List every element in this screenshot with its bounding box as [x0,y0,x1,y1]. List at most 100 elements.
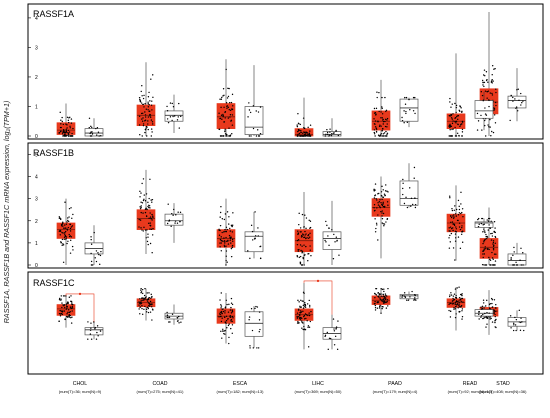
data-point [382,201,384,204]
data-point [65,308,67,310]
data-point [147,103,149,105]
data-point [402,178,404,181]
data-point [488,256,490,259]
data-point [375,130,378,133]
data-point [333,344,336,346]
data-point [145,311,148,313]
data-point [382,119,384,121]
data-point [150,119,153,121]
data-point [297,250,299,252]
data-point [386,117,389,120]
data-point [67,311,69,314]
normal-box-stad [507,309,527,332]
box [399,180,419,206]
data-point [302,117,305,119]
data-point [303,325,305,328]
data-point [174,222,176,224]
data-point [64,233,66,235]
data-point [143,299,145,301]
data-point [61,302,63,304]
data-point [485,326,487,328]
data-point [302,291,305,294]
data-point [491,302,493,305]
data-point [300,264,303,266]
data-point [231,246,233,248]
data-point [169,116,172,118]
data-point [458,226,461,228]
data-point [494,114,496,116]
data-point [305,237,307,240]
data-point [307,326,309,329]
data-point [139,190,141,193]
data-point [140,289,142,291]
data-point [66,301,69,303]
y-tick-label: 0 [35,134,38,140]
data-point [223,237,225,239]
data-point [494,264,496,266]
points [476,91,491,131]
y-tick-label: 0 [35,263,38,269]
data-point [147,311,150,314]
data-point [91,133,94,135]
data-point [255,305,257,308]
y-tick-label: 4 [35,16,38,22]
data-point [477,218,479,221]
data-point [377,214,379,216]
data-point [459,228,462,231]
data-point [231,324,234,326]
data-point [373,188,375,191]
data-point [144,297,146,299]
data-point [455,294,457,297]
data-point [454,102,456,105]
data-point [308,219,310,222]
data-point [224,117,226,119]
data-point [455,296,458,299]
data-point [304,306,307,309]
data-point [484,305,487,307]
data-point [220,305,223,307]
data-point [64,230,67,233]
data-point [483,81,486,84]
data-point [231,244,234,247]
data-point [374,304,377,307]
data-point [144,229,147,231]
data-point [141,85,143,87]
data-point [402,193,404,196]
data-point [448,295,451,298]
data-point [457,118,459,121]
data-point [140,205,142,207]
data-point [495,303,497,306]
data-point [480,315,483,317]
data-point [325,220,327,223]
data-point [144,128,147,131]
data-point [335,129,337,132]
data-point [405,96,408,99]
data-point [490,135,492,137]
data-point [248,135,251,137]
points [247,211,262,260]
data-point [373,303,376,305]
data-point [299,305,301,308]
data-point [381,107,383,110]
data-point [89,333,92,335]
data-point [66,221,68,223]
data-point [222,310,225,313]
data-point [149,311,152,313]
data-point [140,102,143,104]
data-point [148,292,150,294]
data-point [490,80,493,82]
data-point [70,118,73,120]
data-point [151,295,153,298]
data-point [296,254,298,257]
data-point [219,313,222,315]
points [324,318,339,351]
data-point [149,178,151,181]
data-point [90,327,92,329]
data-point [67,302,69,305]
data-point [69,306,72,308]
data-point [373,292,376,295]
data-point [143,294,146,297]
data-point [380,210,382,213]
points [90,231,102,266]
data-point [230,120,232,122]
